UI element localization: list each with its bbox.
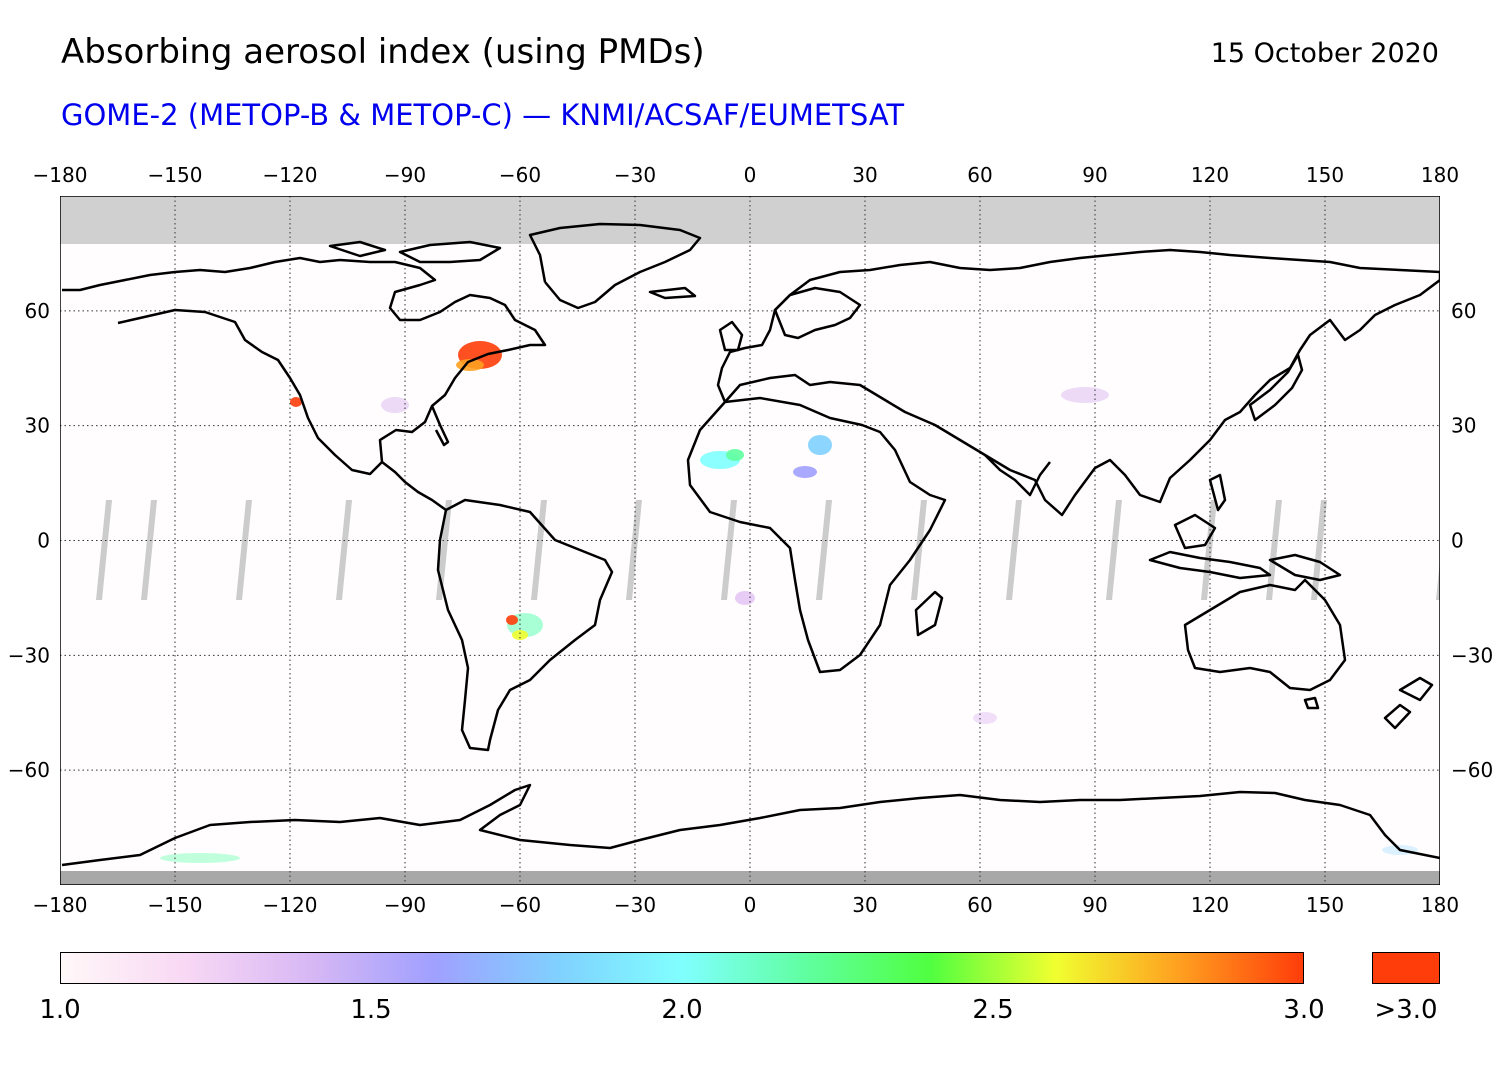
graticule: [60, 196, 1440, 885]
lat-tick-label-right: 60: [1451, 299, 1476, 323]
lat-tick-label-left: 60: [25, 299, 50, 323]
lon-tick-label-bottom: 120: [1191, 893, 1229, 917]
colorbar-tick-label: 1.5: [350, 995, 392, 1025]
lat-tick-label-right: −60: [1451, 758, 1493, 782]
lat-tick-label-left: −60: [8, 758, 50, 782]
page-title: Absorbing aerosol index (using PMDs): [61, 32, 705, 72]
lon-tick-label-top: −90: [384, 163, 426, 187]
lon-tick-label-bottom: −90: [384, 893, 426, 917]
orbit-gap-stripe: [141, 500, 157, 600]
coastlines: [61, 222, 1440, 867]
lon-tick-label-bottom: 90: [1082, 893, 1107, 917]
colorbar-overflow-label: >3.0: [1374, 995, 1438, 1025]
orbit-gap-stripe: [96, 500, 112, 600]
lat-tick-label-left: 30: [25, 414, 50, 438]
aerosol-patch: [1061, 387, 1109, 403]
lon-tick-label-bottom: −30: [614, 893, 656, 917]
lon-tick-label-top: 90: [1082, 163, 1107, 187]
colorbar: [60, 952, 1304, 984]
lon-tick-label-top: 60: [967, 163, 992, 187]
aerosol-patch: [973, 712, 997, 724]
aerosol-patch: [735, 591, 755, 605]
lon-tick-label-bottom: −120: [263, 893, 318, 917]
lon-tick-label-bottom: −60: [499, 893, 541, 917]
lon-tick-label-top: 150: [1306, 163, 1344, 187]
colorbar-tick-label: 2.5: [972, 995, 1014, 1025]
colorbar-tick-label: 2.0: [661, 995, 703, 1025]
longitude-ticks-top: −180 −150 −120 −90 −60 −30 0 30 60 90 120 150 180: [33, 163, 1460, 187]
colorbar-tick-label: 1.0: [39, 995, 81, 1025]
longitude-ticks-bottom: −180 −150 −120 −90 −60 −30 0 30 60 90 120 150 180: [33, 893, 1460, 917]
colorbar-overflow-swatch: [1372, 952, 1440, 984]
aerosol-patch: [290, 397, 302, 407]
lon-tick-label-top: −180: [33, 163, 88, 187]
aerosol-patch: [512, 630, 528, 640]
lon-tick-label-top: 0: [744, 163, 757, 187]
orbit-gap-stripe: [236, 500, 252, 600]
orbit-gap-stripe: [721, 500, 737, 600]
lon-tick-label-top: −60: [499, 163, 541, 187]
date-label: 15 October 2020: [1210, 38, 1439, 69]
orbit-gap-stripe: [1006, 500, 1022, 600]
lon-tick-label-top: 30: [852, 163, 877, 187]
orbit-gap-stripe: [911, 500, 927, 600]
orbit-gap-stripe: [1106, 500, 1122, 600]
orbit-gap-stripe: [1436, 560, 1440, 600]
orbit-gap-stripe: [1311, 500, 1327, 600]
aerosol-patch: [160, 853, 240, 863]
colorbar-tick-label: 3.0: [1283, 995, 1325, 1025]
latitude-ticks-left: 60 30 0 −30 −60: [8, 299, 50, 782]
aerosol-patch: [506, 615, 518, 625]
aerosol-patch: [381, 397, 409, 413]
lon-tick-label-bottom: 60: [967, 893, 992, 917]
aerosol-patch: [808, 435, 832, 455]
south-nodata-band: [60, 871, 1440, 885]
lon-tick-label-top: 120: [1191, 163, 1229, 187]
lon-tick-label-bottom: 180: [1421, 893, 1459, 917]
orbit-gap-stripe: [816, 500, 832, 600]
lat-tick-label-right: 30: [1451, 414, 1476, 438]
orbit-gap-stripe: [336, 500, 352, 600]
orbit-gap-stripe: [626, 500, 642, 600]
lon-tick-label-bottom: −150: [148, 893, 203, 917]
orbit-gap-stripe: [1201, 500, 1217, 600]
subtitle: GOME-2 (METOP-B & METOP-C) — KNMI/ACSAF/…: [61, 98, 905, 132]
latitude-ticks-right: 60 30 0 −30 −60: [1451, 299, 1493, 782]
aerosol-patch: [793, 466, 817, 478]
lon-tick-label-top: −150: [148, 163, 203, 187]
lon-tick-label-bottom: −180: [33, 893, 88, 917]
aerosol-patch: [726, 449, 744, 461]
lon-tick-label-top: −30: [614, 163, 656, 187]
lon-tick-label-bottom: 30: [852, 893, 877, 917]
lon-tick-label-top: −120: [263, 163, 318, 187]
lon-tick-label-top: 180: [1421, 163, 1459, 187]
lat-tick-label-left: 0: [37, 529, 50, 553]
lat-tick-label-left: −30: [8, 643, 50, 667]
lat-tick-label-right: −30: [1451, 643, 1493, 667]
lon-tick-label-bottom: 0: [744, 893, 757, 917]
lon-tick-label-bottom: 150: [1306, 893, 1344, 917]
lat-tick-label-right: 0: [1451, 529, 1464, 553]
